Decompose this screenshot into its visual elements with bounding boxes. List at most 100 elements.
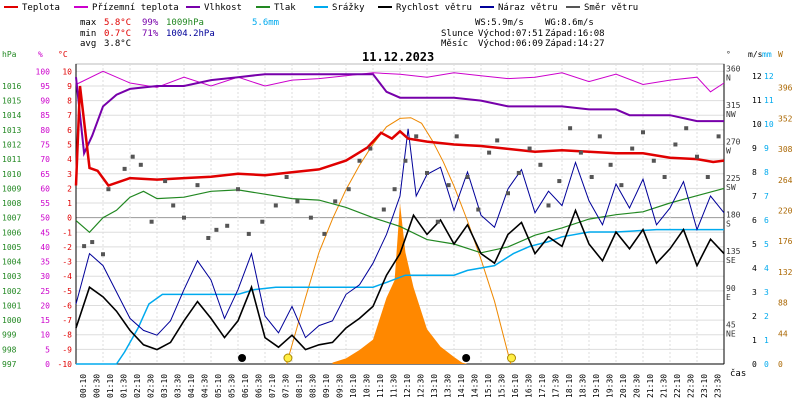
x-tick-label: 12:10 (403, 374, 412, 398)
sunrise-marker (283, 353, 293, 363)
wind-tick: 2 (752, 312, 757, 321)
wind-direction-point (381, 207, 386, 212)
x-tick-label: 00:10 (79, 374, 88, 398)
wind-direction-point (608, 162, 613, 167)
pressure-tick: 1014 (2, 111, 21, 120)
x-tick-label: 08:10 (295, 374, 304, 398)
stat-max-hum: 99% (142, 18, 159, 28)
direction-tick: 90 (726, 284, 736, 293)
x-tick-label: 09:10 (322, 374, 331, 398)
humidity-tick: 25 (40, 287, 50, 296)
pressure-line (75, 187, 725, 254)
wind-direction-point (557, 179, 562, 184)
temperature-tick: 0 (67, 214, 72, 223)
radiation-tick: 0 (778, 360, 783, 369)
x-tick-label: 07:30 (281, 374, 290, 398)
x-tick-label: 19:10 (592, 374, 601, 398)
wind-direction-point (322, 231, 327, 236)
wind-direction-point (392, 187, 397, 192)
legend-label: Rychlost větru (396, 3, 472, 13)
rain-tick: 9 (764, 144, 769, 153)
stat-avg-label: avg (80, 39, 97, 49)
humidity-tick: 80 (40, 126, 50, 135)
ground-temperature-line (75, 70, 725, 93)
direction-tick: 360 (726, 64, 741, 73)
radiation-tick: 264 (778, 176, 793, 185)
wind-tick: 0 (752, 360, 757, 369)
wind-direction-point (82, 244, 87, 249)
radiation-area (332, 203, 468, 364)
wind-direction-point (495, 138, 500, 143)
x-tick-label: 07:10 (268, 374, 277, 398)
humidity-tick: 60 (40, 184, 50, 193)
wind-direction-point (673, 142, 678, 147)
pressure-tick: 1010 (2, 170, 21, 179)
wind-direction-point (506, 191, 510, 196)
moonset-marker (462, 354, 471, 362)
radiation-tick: 308 (778, 145, 793, 154)
rain-tick: 7 (764, 192, 769, 201)
wind-direction-point (446, 183, 451, 188)
stat-max-label: max (80, 18, 97, 28)
wind-direction-point (662, 175, 667, 180)
pressure-tick: 1002 (2, 287, 21, 296)
wind-direction-point (527, 146, 532, 151)
area-series (332, 203, 468, 364)
pressure-tick: 999 (2, 331, 17, 340)
x-tick-label: 17:10 (538, 374, 547, 398)
pressure-axis-label: hPa (2, 50, 17, 59)
stat-min-temp: 0.7°C (104, 29, 132, 39)
direction-tick: 270 (726, 137, 741, 146)
wind-direction-point (357, 158, 362, 163)
pressure-tick: 1016 (2, 82, 21, 91)
wind-direction-point (236, 187, 240, 192)
sunset-marker (507, 353, 517, 363)
wind-direction-point (273, 203, 278, 208)
pressure-tick: 1011 (2, 155, 21, 164)
wind-direction-point (414, 134, 419, 139)
humidity-tick: 50 (40, 214, 50, 223)
wind-direction-point (106, 187, 111, 192)
wind-direction-point (163, 179, 168, 184)
direction-tick: 225 (726, 174, 741, 183)
rain-tick: 8 (764, 168, 769, 177)
wind-direction-point (90, 240, 95, 245)
wind-direction-point (516, 170, 521, 175)
x-tick-label: 14:30 (470, 374, 479, 398)
humidity-tick: 20 (40, 301, 50, 310)
time-axis-label: čas (730, 369, 747, 379)
rain-tick: 0 (764, 360, 769, 369)
wind-direction-point (589, 175, 594, 180)
temperature-tick: 7 (67, 111, 72, 120)
wind-tick: 3 (752, 288, 757, 297)
pressure-tick: 1003 (2, 272, 21, 281)
stat-max-rain: 5.6mm (252, 18, 280, 28)
sun-set: Západ:16:08 (545, 29, 605, 39)
x-tick-label: 21:30 (659, 374, 668, 398)
temperature-tick: 6 (67, 126, 72, 135)
temperature-tick: 10 (62, 67, 72, 76)
wind-tick: 11 (752, 96, 762, 105)
x-tick-label: 23:10 (700, 374, 709, 398)
radiation-axis-label: W (778, 50, 783, 59)
radiation-tick: 132 (778, 268, 793, 277)
pressure-tick: 1008 (2, 199, 21, 208)
pressure-tick: 997 (2, 360, 17, 369)
wind-tick: 6 (752, 216, 757, 225)
x-tick-label: 04:10 (187, 374, 196, 398)
x-tick-label: 08:30 (308, 374, 317, 398)
humidity-tick: 95 (40, 82, 50, 91)
wind-direction-point (568, 126, 573, 131)
x-tick-label: 23:30 (713, 374, 722, 398)
x-tick-label: 09:30 (335, 374, 344, 398)
wind-direction-point (578, 150, 583, 155)
x-tick-label: 03:10 (160, 374, 169, 398)
x-tick-label: 01:10 (106, 374, 115, 398)
humidity-tick: 40 (40, 243, 50, 252)
legend-label: Náraz větru (498, 3, 558, 13)
temperature-tick: 9 (67, 82, 72, 91)
wind-tick: 4 (752, 264, 757, 273)
sun-rise: Východ:07:51 (478, 29, 544, 39)
humidity-tick: 10 (40, 331, 50, 340)
direction-tick: 315 (726, 101, 741, 110)
